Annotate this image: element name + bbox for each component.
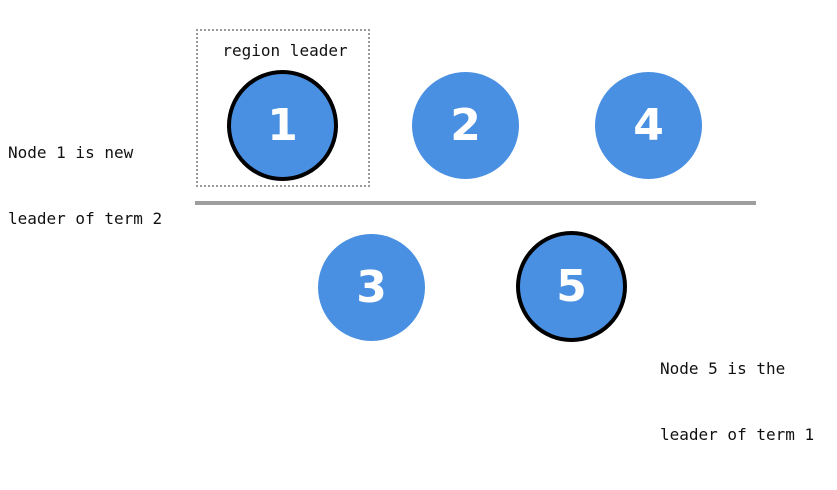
note-new-leader-line-2: leader of term 2 bbox=[8, 209, 163, 228]
node-4-label: 4 bbox=[633, 100, 664, 151]
node-1-label: 1 bbox=[267, 100, 298, 151]
node-4: 4 bbox=[595, 72, 702, 179]
note-new-leader-line-1: Node 1 is new bbox=[8, 143, 134, 162]
region-leader-box: region leader bbox=[196, 29, 370, 187]
node-5: 5 bbox=[516, 231, 627, 342]
node-2-label: 2 bbox=[450, 100, 481, 151]
raft-partition-diagram: Node 1 is new leader of term 2 region le… bbox=[8, 29, 814, 444]
node-3-label: 3 bbox=[356, 262, 387, 313]
note-old-leader-line-1: Node 5 is the bbox=[660, 359, 786, 378]
node-3: 3 bbox=[318, 234, 425, 341]
node-5-label: 5 bbox=[556, 261, 587, 312]
region-leader-label: region leader bbox=[222, 41, 348, 60]
note-old-leader-line-2: leader of term 1 bbox=[660, 425, 815, 444]
node-2: 2 bbox=[412, 72, 519, 179]
note-old-leader: Node 5 is the leader of term 1 bbox=[660, 314, 814, 490]
note-new-leader: Node 1 is new leader of term 2 bbox=[8, 98, 162, 274]
network-partition-line bbox=[195, 201, 756, 205]
node-1: 1 bbox=[227, 70, 338, 181]
